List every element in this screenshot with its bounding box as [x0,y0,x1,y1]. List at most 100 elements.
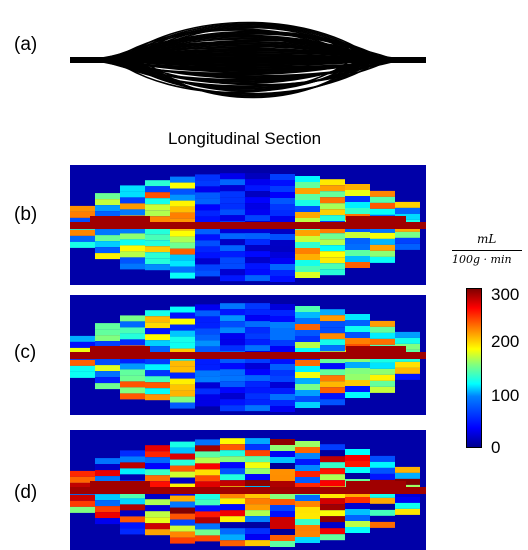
heatmap-cell [170,312,195,319]
heatmap-cell [320,480,345,487]
heatmap-wedge [90,481,150,487]
heatmap-cell [270,310,295,316]
heatmap-cell [195,334,220,341]
heatmap-cell [295,272,320,278]
heatmap-cell [295,348,320,354]
heatmap-cell [295,336,320,342]
heatmap-cell [195,505,220,512]
heatmap-cell [320,203,345,210]
heatmap-cell [195,228,220,235]
heatmap-cell [170,441,195,448]
heatmap-cell [170,336,195,343]
heatmap-cell [295,501,320,507]
heatmap-cell [345,467,370,473]
heatmap-cell [245,233,270,240]
heatmap-cell [295,441,320,447]
heatmap-cell [220,522,245,529]
heatmap-cell [120,369,145,376]
heatmap-cell [145,340,170,347]
vessel-curve [70,59,426,99]
heatmap-cell [245,327,270,334]
heatmap-cell [220,369,245,376]
heatmap-cell [270,457,295,463]
heatmap-cell [145,322,170,329]
heatmap-cell [220,468,245,475]
heatmap-cell [345,449,370,455]
heatmap-cell [95,229,120,236]
heatmap-cell [195,186,220,193]
section-title: Longitudinal Section [168,129,322,148]
heatmap-cell [345,208,370,214]
heatmap-cell [145,370,170,377]
heatmap-cell [220,450,245,457]
heatmap-cell [195,322,220,329]
heatmap-cell [195,481,220,488]
heatmap-cell [170,342,195,349]
heatmap-cell [270,529,295,535]
heatmap-cell [145,204,170,211]
heatmap-cell [295,402,320,408]
heatmap-cell [120,522,145,529]
heatmap-cell [220,233,245,240]
panel-label-c: (c) [14,342,37,363]
heatmap-cell [145,192,170,199]
heatmap-cell [270,523,295,529]
heatmap-cell [320,468,345,475]
heatmap-cell [320,233,345,240]
heatmap-cell [95,500,120,507]
heatmap-cell [95,506,120,513]
heatmap-cell [70,371,95,378]
heatmap-cell [95,371,120,378]
heatmap-cell [170,242,195,249]
heatmap-cell [220,504,245,511]
heatmap-cell [245,257,270,264]
heatmap-cell [320,363,345,370]
heatmap-cell [145,328,170,335]
heatmap-cell [220,498,245,505]
heatmap-cell [220,345,245,352]
heatmap-cell [270,186,295,192]
heatmap-cell [345,262,370,268]
heatmap-cell [345,515,370,521]
colorbar-tick-0: 0 [491,438,501,457]
heatmap-cell [145,469,170,476]
heatmap-cell [345,250,370,256]
heatmap-cell [245,215,270,222]
heatmap-cell [120,327,145,334]
heatmap-cell [270,174,295,180]
heatmap-cell [220,339,245,346]
heatmap-cell [170,459,195,466]
heatmap-cell [145,451,170,458]
heatmap-cell [295,260,320,266]
heatmap-cell [145,511,170,518]
heatmap-cell [320,245,345,252]
heatmap-cell [170,390,195,397]
heatmap-cell [295,306,320,312]
heatmap-cell [145,499,170,506]
heatmap-cell [245,363,270,370]
heatmap-cell [220,257,245,264]
heatmap-cell [245,480,270,487]
heatmap-cell [220,173,245,180]
heatmap-cell [295,477,320,483]
heatmap-cell [345,256,370,262]
heatmap-cell [70,494,95,501]
heatmap-cell [270,370,295,376]
heatmap-cell [295,212,320,218]
heatmap-cell [295,324,320,330]
heatmap-cell [370,332,395,339]
heatmap-wedge [90,346,150,352]
heatmap-cell [245,375,270,382]
heatmap-cell [370,208,395,215]
heatmap-cell [270,463,295,469]
heatmap-cell [345,244,370,250]
heatmap-cell [145,517,170,524]
heatmap-cell [395,472,420,479]
heatmap-cell [245,339,270,346]
heatmap-cell [345,326,370,332]
heatmap-cell [345,392,370,398]
heatmap-cell [120,468,145,475]
heatmap-cell [320,263,345,270]
heatmap-cell [220,357,245,364]
heatmap-cell [220,462,245,469]
